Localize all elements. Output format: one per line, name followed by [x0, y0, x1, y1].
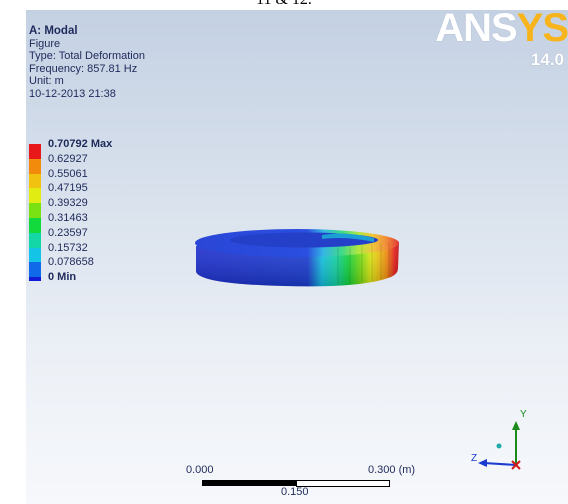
scale-bar-black [202, 480, 296, 486]
legend-label: 0.55061 [48, 167, 88, 180]
legend-swatch [29, 158, 41, 174]
legend-swatch [29, 188, 41, 204]
legend-label: 0.47195 [48, 182, 88, 195]
info-timestamp: 10-12-2013 21:38 [29, 87, 116, 100]
legend-label: 0.23597 [48, 226, 88, 239]
legend-swatch [29, 247, 41, 263]
legend-swatch [29, 232, 41, 248]
scale-bar-white [296, 480, 390, 487]
graphics-viewport[interactable]: A: Modal Figure Type: Total Deformation … [26, 10, 568, 504]
z-axis-label: Z [471, 453, 477, 464]
scale-mid-label: 0.150 [281, 486, 309, 498]
deformed-ring-model[interactable] [26, 10, 568, 504]
scale-right-label: 0.300 (m) [368, 464, 416, 476]
legend-label: 0.62927 [48, 152, 88, 165]
info-unit: Unit: m [29, 75, 64, 87]
info-type: Type: Total Deformation [29, 50, 145, 62]
figure-caption: 11 & 12. [0, 0, 568, 9]
result-info-panel: A: Modal Figure Type: Total Deformation … [29, 25, 145, 100]
info-line: Figure [29, 37, 61, 50]
legend-label: 0 Min [48, 271, 77, 284]
legend-swatch [29, 217, 41, 233]
ansys-version: 14.0 [530, 50, 564, 69]
info-frequency: Frequency: 857.81 Hz [29, 62, 138, 75]
legend-swatch [29, 144, 41, 159]
legend-label: 0.31463 [48, 211, 88, 224]
legend-label: 0.39329 [48, 197, 88, 210]
analysis-title: A: Modal [29, 25, 78, 37]
scale-bar: 0.000 0.300 (m) 0.150 [186, 462, 415, 498]
legend-swatch [29, 173, 41, 189]
legend-swatch [29, 277, 41, 282]
legend-swatch [29, 262, 41, 278]
y-axis-label: Y [520, 409, 527, 420]
ansys-logo: ANSYS [435, 10, 568, 50]
legend-label: 0.70792 Max [48, 138, 113, 150]
legend-label: 0.078658 [48, 256, 94, 269]
axis-triad[interactable]: Y Z [466, 405, 546, 480]
legend-label: 0.15732 [48, 241, 88, 254]
scale-left-label: 0.000 [186, 464, 214, 476]
legend-swatch [29, 203, 41, 218]
